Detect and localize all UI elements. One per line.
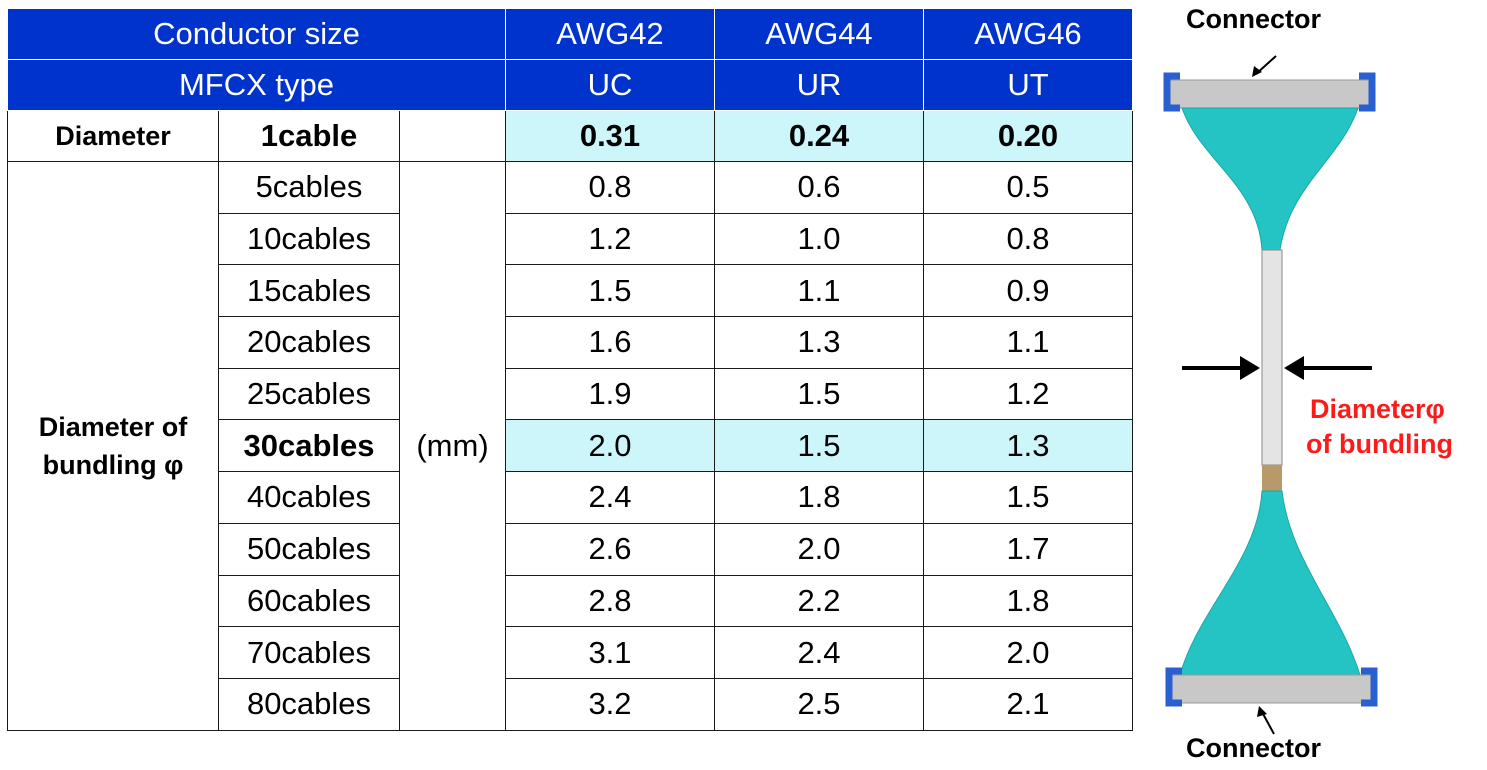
diameter-row: Diameter 1cable 0.31 0.24 0.20 <box>7 110 1133 162</box>
value-cell: 1.6 <box>505 316 715 369</box>
table-row: 50cables 2.6 2.0 1.7 <box>8 522 1133 576</box>
bundle-diameter-label: Diameter of bundling φ <box>7 161 219 731</box>
diameter-label-line1: Diameterφ <box>1310 394 1445 424</box>
value-cell: 1.7 <box>923 522 1133 576</box>
value-cell: 0.6 <box>714 161 924 214</box>
cable-count: 20cables <box>218 316 400 369</box>
type-ut: UT <box>923 59 1133 111</box>
table-row: 60cables 2.8 2.2 1.8 <box>8 574 1133 628</box>
value-cell: 2.5 <box>714 677 924 731</box>
value-cell: 1.5 <box>714 367 924 421</box>
value-cell: 0.9 <box>923 264 1133 318</box>
value-cell: 0.8 <box>923 212 1133 266</box>
diameter-value: 0.31 <box>505 110 715 162</box>
type-uc: UC <box>505 59 715 111</box>
cable-count: 60cables <box>218 574 400 628</box>
value-cell: 1.8 <box>923 574 1133 628</box>
cable-count: 40cables <box>218 471 400 524</box>
value-cell: 1.9 <box>505 367 715 421</box>
diameter-label: Diameter <box>7 110 219 162</box>
value-cell: 2.0 <box>923 626 1133 679</box>
bottom-cable-fan <box>1179 490 1361 676</box>
col-awg44: AWG44 <box>714 8 924 60</box>
value-cell: 2.4 <box>505 471 715 524</box>
table-row: 20cables 1.6 1.3 1.1 <box>8 316 1133 369</box>
col-awg42: AWG42 <box>505 8 715 60</box>
cable-count: 15cables <box>218 264 400 318</box>
bottom-connector-label: Connector <box>1186 733 1321 763</box>
value-cell: 2.8 <box>505 574 715 628</box>
value-cell: 2.0 <box>714 522 924 576</box>
unit-blank-cell <box>399 110 506 162</box>
table-row: 40cables 2.4 1.8 1.5 <box>8 471 1133 524</box>
type-ur: UR <box>714 59 924 111</box>
one-cable-label: 1cable <box>218 110 400 162</box>
cable-count: 50cables <box>218 522 400 576</box>
value-cell: 1.2 <box>923 367 1133 421</box>
diameter-value: 0.24 <box>714 110 924 162</box>
top-cable-fan <box>1181 107 1359 251</box>
header-row-conductor-size: Conductor size AWG42 AWG44 AWG46 <box>7 8 1133 60</box>
header-row-mfcx-type: MFCX type UC UR UT <box>7 59 1133 111</box>
table-row: 70cables 3.1 2.4 2.0 <box>8 626 1133 679</box>
table-row-highlighted: 30cables 2.0 1.5 1.3 <box>8 419 1133 473</box>
value-cell: 1.3 <box>714 316 924 369</box>
cable-assembly-diagram: Connector Connector Diameterφ of bundlin… <box>1140 0 1487 765</box>
table-row: 25cables 1.9 1.5 1.2 <box>8 367 1133 421</box>
value-cell: 1.1 <box>923 316 1133 369</box>
cable-count: 5cables <box>218 161 400 214</box>
value-cell: 1.5 <box>923 471 1133 524</box>
value-cell: 2.1 <box>923 677 1133 731</box>
cable-count: 10cables <box>218 212 400 266</box>
bundle-tape <box>1262 465 1282 491</box>
value-cell: 1.5 <box>714 419 924 473</box>
cable-bundle <box>1261 249 1283 466</box>
col-awg46: AWG46 <box>923 8 1133 60</box>
value-cell: 2.2 <box>714 574 924 628</box>
value-cell: 3.1 <box>505 626 715 679</box>
conductor-size-label: Conductor size <box>7 8 506 60</box>
cable-count: 80cables <box>218 677 400 731</box>
value-cell: 1.5 <box>505 264 715 318</box>
table-row: Diameter of bundling φ 5cables (mm) 0.8 … <box>7 161 1133 731</box>
top-connector-label: Connector <box>1186 4 1321 34</box>
value-cell: 1.2 <box>505 212 715 266</box>
value-cell: 2.0 <box>505 419 715 473</box>
value-cell: 1.1 <box>714 264 924 318</box>
cable-assembly-illustration <box>1163 55 1378 735</box>
cable-count: 25cables <box>218 367 400 421</box>
cable-count: 70cables <box>218 626 400 679</box>
cable-count: 30cables <box>218 419 400 473</box>
bottom-connector <box>1165 667 1378 707</box>
top-connector <box>1163 72 1376 112</box>
value-cell: 2.4 <box>714 626 924 679</box>
mfcx-type-label: MFCX type <box>7 59 506 111</box>
value-cell: 1.3 <box>923 419 1133 473</box>
value-cell: 3.2 <box>505 677 715 731</box>
unit-label: (mm) <box>399 161 506 731</box>
value-cell: 1.8 <box>714 471 924 524</box>
diameter-value: 0.20 <box>923 110 1133 162</box>
table-row: 80cables 3.2 2.5 2.1 <box>8 677 1133 731</box>
value-cell: 0.5 <box>923 161 1133 214</box>
bundling-diameter-table: Conductor size AWG42 AWG44 AWG46 MFCX ty… <box>7 8 1133 731</box>
value-cell: 1.0 <box>714 212 924 266</box>
bottom-pointer-arrow <box>1261 711 1275 735</box>
value-cell: 0.8 <box>505 161 715 214</box>
value-cell: 2.6 <box>505 522 715 576</box>
diameter-label-line2: of bundling <box>1306 429 1453 459</box>
